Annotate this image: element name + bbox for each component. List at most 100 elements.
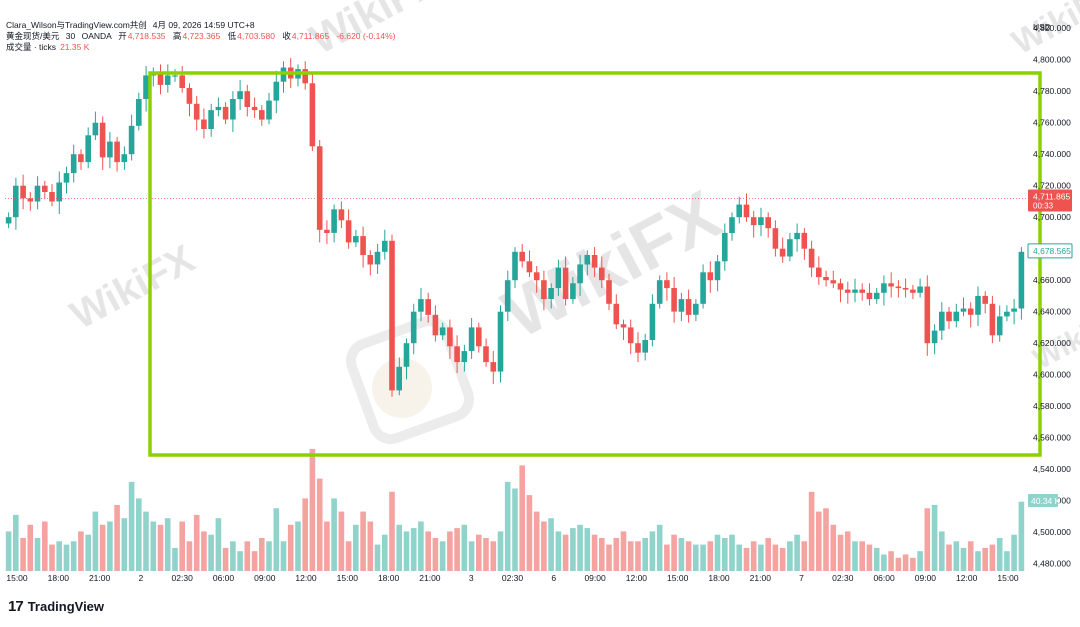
high-label: 高 xyxy=(172,31,182,41)
tradingview-logo-icon: 17 xyxy=(8,598,24,615)
volume-bar xyxy=(939,531,945,571)
volume-bar xyxy=(765,538,771,571)
volume-bar xyxy=(287,524,294,571)
volume-bar xyxy=(989,544,996,571)
time-tick-label: 21:00 xyxy=(89,573,111,583)
volume-value-label: 40.34 K xyxy=(1031,496,1061,506)
candle-body xyxy=(49,192,55,202)
candle-body xyxy=(910,289,916,293)
candle-body xyxy=(1018,251,1025,309)
volume-bar xyxy=(599,538,605,571)
volume-bar xyxy=(425,531,431,571)
volume-bar xyxy=(157,524,164,571)
volume-bar xyxy=(526,495,533,571)
volume-bar xyxy=(996,538,1003,571)
candle-body xyxy=(353,236,359,243)
time-tick-label: 12:00 xyxy=(956,573,978,583)
candle-body xyxy=(374,251,381,265)
candle-body xyxy=(996,316,1003,336)
volume-bar xyxy=(331,498,337,571)
volume-bar xyxy=(172,547,178,571)
candle-body xyxy=(671,288,677,312)
volume-bar xyxy=(121,518,128,571)
candle-body xyxy=(504,280,511,312)
time-tick-label: 21:00 xyxy=(750,573,772,583)
candle-body xyxy=(533,272,540,281)
candle-body xyxy=(107,141,113,158)
volume-bar xyxy=(468,541,475,571)
author-text: Clara_Wilson与TradingView.com共创 xyxy=(6,20,147,30)
volume-bar xyxy=(707,541,714,571)
candle-body xyxy=(85,135,91,163)
price-tick-label: 4,760.000 xyxy=(1033,118,1071,128)
candle-body xyxy=(627,327,634,344)
exchange-text: OANDA xyxy=(81,31,112,41)
time-tick-label: 06:00 xyxy=(873,573,895,583)
time-tick-label: 15:00 xyxy=(997,573,1019,583)
volume-bar xyxy=(779,547,786,571)
volume-series xyxy=(5,448,1025,571)
candle-body xyxy=(722,232,728,262)
volume-bar xyxy=(497,531,504,571)
candle-body xyxy=(78,154,84,163)
volume-bar xyxy=(685,541,692,571)
volume-bar xyxy=(432,538,439,571)
candle-body xyxy=(837,283,844,290)
time-tick-label: 02:30 xyxy=(172,573,194,583)
candle-body xyxy=(743,204,750,218)
candle-body xyxy=(403,343,410,367)
volume-bar xyxy=(266,541,272,571)
time-tick-label: 09:00 xyxy=(584,573,606,583)
volume-bar xyxy=(360,511,366,571)
volume-bar xyxy=(63,544,70,571)
volume-bar xyxy=(512,488,518,571)
candle-body xyxy=(1004,311,1010,317)
candle-body xyxy=(512,251,518,281)
volume-bar xyxy=(620,531,627,571)
volume-bar xyxy=(888,551,894,571)
candle-body xyxy=(360,236,366,255)
currency-label: USD xyxy=(1033,22,1051,32)
candle-body xyxy=(873,292,880,300)
candle-body xyxy=(251,106,258,111)
volume-bar xyxy=(671,534,677,571)
volume-bar xyxy=(570,528,576,571)
candle-body xyxy=(418,299,424,312)
interval-text[interactable]: 30 xyxy=(65,31,76,41)
candle-body xyxy=(758,217,764,226)
candle-body xyxy=(881,283,887,293)
volume-bar xyxy=(302,498,308,571)
candle-body xyxy=(273,81,280,101)
volume-bar xyxy=(237,551,243,571)
volume-bar xyxy=(42,521,48,571)
candle-body xyxy=(382,240,388,252)
time-tick-label: 21:00 xyxy=(419,573,441,583)
time-tick-label: 3 xyxy=(469,573,474,583)
candle-body xyxy=(989,303,996,336)
volume-indicator-label[interactable]: 成交量 · ticks xyxy=(6,42,57,52)
time-tick-label: 02:30 xyxy=(502,573,524,583)
time-tick-label: 18:00 xyxy=(708,573,730,583)
candle-body xyxy=(179,75,185,88)
volume-bar xyxy=(353,524,359,571)
volume-bar xyxy=(454,528,460,571)
volume-bar xyxy=(143,511,149,571)
candle-body xyxy=(982,295,988,304)
volume-line: 成交量 · ticks 21.35 K xyxy=(6,42,401,53)
volume-bar xyxy=(519,465,525,571)
candle-body xyxy=(27,198,34,202)
volume-bar xyxy=(627,541,634,571)
volume-bar xyxy=(649,531,656,571)
current-price-label: 4,711.865 xyxy=(1033,191,1070,201)
time-tick-label: 15:00 xyxy=(337,573,359,583)
time-axis: 15:00 18:00 21:00 2 02:30 06:00 09:00 12:00 15:0… xyxy=(6,573,1019,583)
symbol-name[interactable]: 黄金现货/美元 xyxy=(6,31,60,41)
tradingview-brand: TradingView xyxy=(27,599,105,614)
time-tick-label: 09:00 xyxy=(254,573,276,583)
candle-body xyxy=(215,106,222,111)
candle-body xyxy=(562,267,569,300)
close-value: 4,711.865 xyxy=(291,31,330,41)
candle-body xyxy=(5,217,12,224)
